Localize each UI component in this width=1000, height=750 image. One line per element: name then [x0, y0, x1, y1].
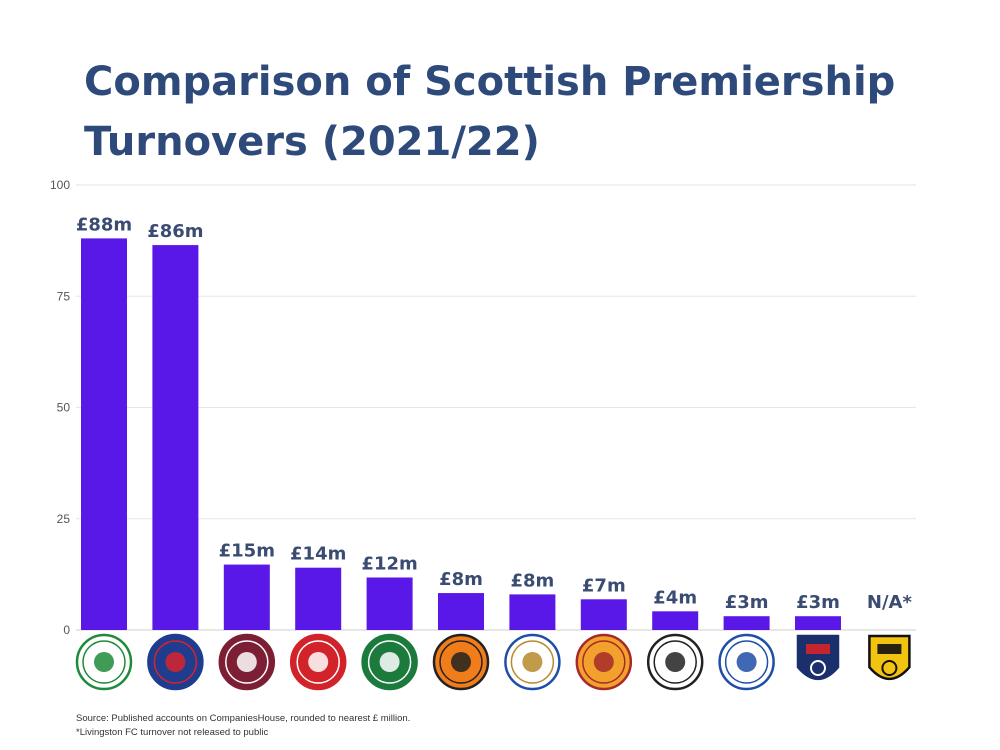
hibernian-crest-icon — [361, 633, 418, 691]
motherwell-crest-icon — [575, 633, 633, 691]
data-label: £14m — [290, 544, 346, 565]
chart-title-line-1: Comparison of Scottish Premiership — [84, 59, 896, 105]
chart-title: Comparison of Scottish Premiership Turno… — [84, 52, 964, 172]
y-tick-label: 75 — [57, 289, 71, 303]
bar-dundee-united — [438, 593, 484, 630]
bar-motherwell — [580, 599, 627, 630]
st-mirren-crest-icon — [646, 633, 704, 691]
hearts-crest-icon — [218, 633, 276, 691]
bar-hibernian — [366, 577, 413, 630]
bar-ross-county — [795, 616, 841, 630]
ross-county-crest-icon — [796, 634, 840, 681]
data-label: N/A* — [867, 592, 913, 613]
y-tick-label: 25 — [57, 512, 71, 526]
data-label: £7m — [582, 575, 626, 596]
bar-st-johnstone — [509, 594, 556, 630]
data-label: £8m — [510, 570, 554, 591]
bar-st-mirren — [652, 611, 699, 630]
footnotes: Source: Published accounts on CompaniesH… — [76, 712, 410, 740]
data-label: £3m — [725, 592, 769, 613]
y-tick-label: 50 — [57, 401, 71, 415]
kilmarnock-crest-icon — [718, 633, 775, 691]
source-note: Source: Published accounts on CompaniesH… — [76, 713, 411, 724]
livingston-note: *Livingston FC turnover not released to … — [76, 727, 269, 738]
data-label: £4m — [653, 587, 697, 608]
livingston-crest-icon — [868, 634, 911, 681]
dundee-united-crest-icon — [432, 633, 490, 691]
data-label: £12m — [361, 553, 417, 574]
bar-celtic — [81, 238, 127, 630]
data-label: £15m — [219, 541, 275, 562]
bar-kilmarnock — [723, 616, 770, 630]
data-label: £86m — [147, 221, 203, 242]
bar-hearts — [223, 564, 270, 630]
bar-rangers — [152, 245, 199, 630]
celtic-crest-icon — [75, 633, 133, 691]
st-johnstone-crest-icon — [504, 633, 561, 691]
data-label: £8m — [439, 569, 483, 590]
chart-title-line-2: Turnovers (2021/22) — [84, 119, 540, 165]
rangers-crest-icon — [147, 633, 204, 691]
bar-aberdeen — [295, 567, 342, 630]
y-tick-label: 0 — [63, 623, 70, 637]
data-label: £88m — [76, 214, 132, 235]
data-label: £3m — [796, 592, 840, 613]
aberdeen-crest-icon — [289, 633, 347, 691]
y-tick-label: 100 — [50, 178, 70, 192]
